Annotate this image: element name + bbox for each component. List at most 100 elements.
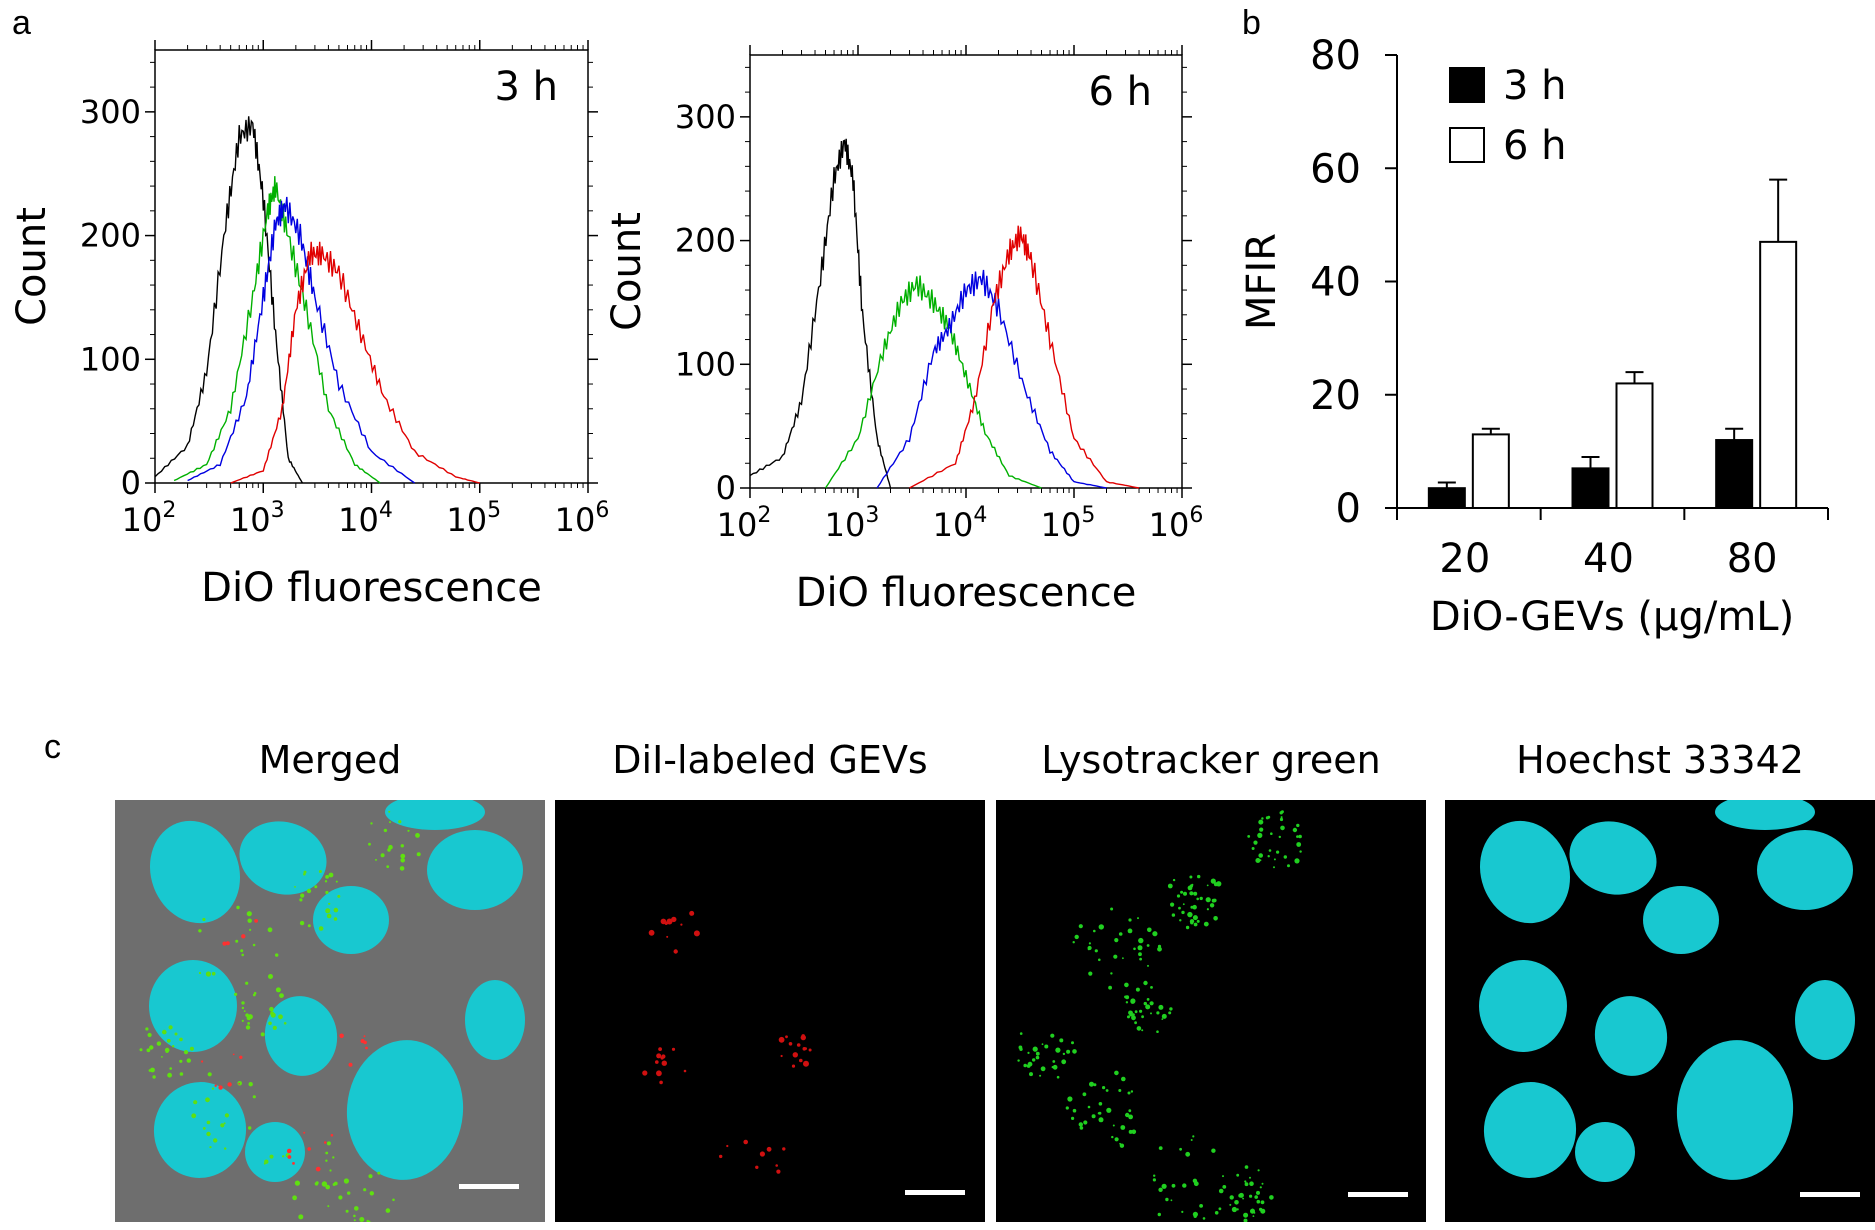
vesicle-dot — [1083, 1120, 1088, 1125]
vesicle-dot — [1259, 1186, 1262, 1189]
vesicle-dot — [252, 1095, 256, 1099]
vesicle-dot — [1180, 890, 1184, 894]
y-tick-label: 300 — [80, 93, 141, 131]
x-tick-label: 106 — [555, 498, 610, 539]
vesicle-dot — [363, 1188, 367, 1192]
x-tick-label: 102 — [122, 498, 177, 539]
time-annotation: 6 h — [1088, 69, 1152, 115]
vesicle-dot — [1213, 882, 1218, 887]
x-axis-label: DiO-GEVs (µg/mL) — [1430, 594, 1794, 640]
vesicle-dot — [1206, 884, 1209, 887]
vesicle-dot — [1088, 942, 1091, 945]
vesicle-dot — [1161, 1183, 1167, 1189]
histogram-series-line — [173, 176, 381, 484]
x-tick-label: 103 — [230, 498, 285, 539]
vesicle-dot — [415, 833, 420, 838]
vesicle-dot — [1182, 1183, 1187, 1188]
vesicle-dot — [1156, 1011, 1160, 1015]
vesicle-dot — [169, 1067, 172, 1070]
vesicle-dot — [1039, 1074, 1042, 1077]
vesicle-dot — [1243, 1218, 1248, 1222]
vesicle-dot — [1261, 1182, 1264, 1185]
vesicle-dot — [325, 890, 329, 895]
vesicle-dot — [211, 971, 216, 976]
vesicle-dot — [1267, 855, 1270, 858]
vesicle-dot — [782, 1147, 786, 1151]
vesicle-dot — [307, 924, 311, 928]
vesicle-dot — [1114, 1137, 1119, 1142]
vesicle-dot — [1165, 1197, 1169, 1202]
micro-title-dil: DiI-labeled GEVs — [612, 738, 928, 782]
vesicle-dot — [1280, 825, 1285, 831]
vesicle-dot — [325, 875, 329, 879]
vesicle-dot — [1183, 891, 1187, 896]
vesicle-dot — [1019, 1032, 1023, 1035]
vesicle-dot — [1193, 891, 1198, 896]
vesicle-dot — [247, 918, 252, 923]
vesicle-dot — [1296, 835, 1299, 838]
vesicle-dot — [1254, 1195, 1258, 1199]
vesicle-dot — [1273, 858, 1276, 861]
vesicle-dot — [671, 916, 677, 923]
vesicle-dot — [179, 1059, 183, 1063]
vesicle-dot — [1256, 1199, 1261, 1204]
vesicle-dot — [209, 1146, 212, 1149]
vesicle-dot — [223, 1122, 226, 1125]
vesicle-dot — [1122, 957, 1124, 960]
vesicle-dot — [330, 1133, 334, 1137]
vesicle-dot — [232, 1053, 235, 1056]
y-tick-label: 0 — [716, 469, 736, 507]
vesicle-dot — [1106, 1107, 1112, 1113]
vesicle-dot — [755, 1165, 759, 1169]
vesicle-dot — [1259, 827, 1264, 832]
vesicle-dot — [1157, 1212, 1161, 1217]
vesicle-dot — [325, 1159, 328, 1162]
vesicle-dot — [353, 1214, 356, 1218]
vesicle-dot — [324, 880, 328, 883]
vesicle-dot — [1222, 1185, 1227, 1189]
vesicle-dot — [388, 810, 391, 813]
vesicle-dot — [227, 1082, 232, 1087]
vesicle-dot — [1018, 1045, 1023, 1050]
y-tick-label: 200 — [675, 222, 736, 260]
vesicle-dot — [1108, 985, 1112, 990]
nucleus — [239, 821, 327, 895]
vesicle-dot — [1179, 1147, 1182, 1151]
vesicle-dot — [399, 866, 405, 871]
vesicle-dot — [1071, 1116, 1075, 1120]
vesicle-dot — [386, 865, 390, 868]
vesicle-dot — [1292, 827, 1298, 833]
vesicle-dot — [1258, 819, 1264, 825]
vesicle-dot — [161, 1056, 163, 1058]
vesicle-dot — [300, 893, 305, 898]
vesicle-dot — [1238, 1193, 1243, 1198]
vesicle-dot — [1152, 1178, 1156, 1182]
vesicle-dot — [1205, 897, 1211, 903]
vesicle-dot — [778, 1036, 785, 1043]
scale-bar — [459, 1184, 519, 1189]
vesicle-dot — [1032, 1058, 1036, 1062]
vesicle-dot — [1270, 832, 1273, 835]
vesicle-dot — [680, 923, 683, 926]
vesicle-dot — [1118, 1089, 1122, 1092]
vesicle-dot — [318, 926, 324, 931]
vesicle-dot — [1168, 1011, 1172, 1015]
vesicle-dot — [1098, 958, 1101, 962]
vesicle-dot — [792, 1052, 798, 1058]
vesicle-dot — [329, 1169, 332, 1172]
vesicle-dot — [1192, 1135, 1195, 1138]
vesicle-dot — [775, 1164, 778, 1167]
vesicle-dot — [1209, 903, 1215, 908]
vesicle-dot — [1089, 1081, 1094, 1087]
vesicle-dot — [375, 858, 377, 861]
y-tick-label: 0 — [121, 464, 141, 502]
vesicle-dot — [366, 1220, 371, 1222]
vesicle-dot — [333, 917, 338, 921]
vesicle-dot — [246, 911, 252, 917]
vesicle-dot — [1189, 891, 1194, 896]
vesicle-dot — [1029, 1072, 1033, 1077]
vesicle-dot — [333, 907, 339, 913]
vesicle-dot — [326, 913, 332, 919]
vesicle-dot — [1055, 1047, 1061, 1053]
vesicle-dot — [201, 1060, 204, 1063]
